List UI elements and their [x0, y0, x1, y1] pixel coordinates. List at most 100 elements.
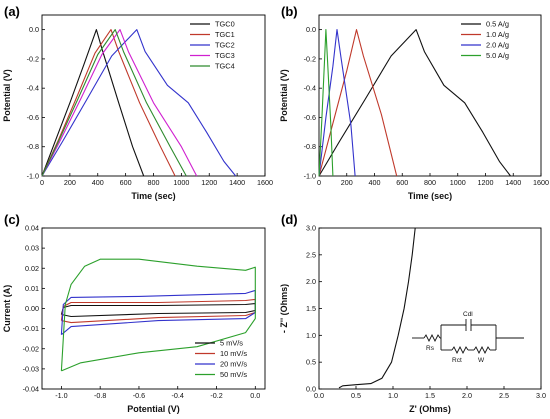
x-tick-label: 3.0 — [536, 391, 546, 400]
plot-frame — [41, 14, 266, 177]
x-tick-label: -0.2 — [210, 391, 222, 400]
legend-entry: 2.0 A/g — [486, 41, 509, 50]
series-line-0 — [338, 227, 416, 389]
y-tick-label: 2.5 — [306, 250, 316, 259]
y-tick-label: 0.0 — [29, 25, 39, 34]
resistor-rs — [423, 333, 441, 343]
y-axis-label: Current (A) — [2, 285, 12, 333]
x-axis-label: Z' (Ohms) — [409, 404, 451, 414]
x-tick-label: -0.4 — [172, 391, 184, 400]
y-axis-label: - Z'' (Ohms) — [279, 284, 289, 333]
y-tick-label: -0.03 — [23, 364, 39, 373]
y-tick-label: 0.01 — [25, 284, 39, 293]
resistor-rct — [451, 345, 469, 355]
x-tick-label: 2.0 — [462, 391, 472, 400]
x-tick-label: 1400 — [505, 178, 521, 187]
y-tick-label: 1.0 — [306, 331, 316, 340]
panel-label: (a) — [4, 4, 20, 19]
y-tick-label: -0.8 — [304, 142, 316, 151]
panel-a: (a) 0 200 400 600 800 1000 1200 1400 1600 -1.0 -0.8… — [2, 4, 273, 201]
x-tick-label: 600 — [120, 178, 132, 187]
panel-c: (c) -1.0 -0.8 -0.6 -0.4 -0.2 0.0 -0.04 -0.03 -0.0… — [2, 212, 266, 414]
series-line-0 — [41, 29, 145, 177]
x-tick-label: 0.0 — [250, 391, 260, 400]
series-line-0 — [60, 302, 256, 318]
y-tick-label: -0.2 — [27, 54, 39, 63]
y-tick-label: -0.2 — [304, 54, 316, 63]
y-tick-label: 0.00 — [25, 304, 39, 313]
x-tick-label: 400 — [369, 178, 381, 187]
x-tick-label: 1600 — [533, 178, 549, 187]
x-tick-label: 1.0 — [388, 391, 398, 400]
y-tick-label: 0.04 — [25, 224, 39, 233]
y-tick-label: -0.04 — [23, 385, 39, 394]
legend: 0.5 A/g1.0 A/g 2.0 A/g5.0 A/g — [461, 20, 509, 60]
x-tick-label: 1000 — [450, 178, 466, 187]
panel-label: (c) — [4, 212, 20, 227]
label-w: W — [478, 357, 485, 364]
x-tick-label: 400 — [92, 178, 104, 187]
x-tick-label: 0 — [317, 178, 321, 187]
y-tick-label: -0.4 — [304, 84, 316, 93]
legend-entry: TGC4 — [215, 62, 235, 71]
legend-entry: 5 mV/s — [220, 339, 243, 348]
legend-entry: 5.0 A/g — [486, 51, 509, 60]
series-line-2 — [41, 29, 237, 177]
y-tick-label: 2.0 — [306, 277, 316, 286]
x-tick-label: -0.8 — [94, 391, 106, 400]
x-axis-label: Potential (V) — [127, 404, 180, 414]
y-tick-label: -1.0 — [304, 172, 316, 181]
x-tick-label: 800 — [148, 178, 160, 187]
x-tick-label: 1.5 — [425, 391, 435, 400]
panel-label: (b) — [281, 4, 298, 19]
x-axis-label: Time (sec) — [131, 191, 175, 201]
y-tick-label: -0.02 — [23, 344, 39, 353]
x-tick-label: 200 — [64, 178, 76, 187]
series-line-4 — [41, 29, 187, 177]
y-tick-label: 1.5 — [306, 304, 316, 313]
series-line-3 — [318, 29, 334, 177]
x-tick-label: 1200 — [478, 178, 494, 187]
legend-entry: 20 mV/s — [220, 360, 247, 369]
series-line-1 — [318, 29, 398, 177]
y-tick-label: 0.0 — [306, 385, 316, 394]
legend-entry: TGC0 — [215, 20, 235, 29]
y-tick-label: -0.6 — [304, 113, 316, 122]
plot-frame — [318, 227, 542, 390]
x-tick-label: 0.0 — [314, 391, 324, 400]
legend-entry: TGC2 — [215, 41, 235, 50]
x-tick-label: 600 — [396, 178, 408, 187]
panel-d: (d) 0.0 0.5 1.0 1.5 2.0 2.5 3.0 0.0 0.5 1.0 1.5 2.0 2… — [279, 212, 546, 414]
legend: 5 mV/s10 mV/s 20 mV/s50 mV/s — [195, 339, 247, 379]
series-line-1 — [41, 29, 176, 177]
y-axis-label: Potential (V) — [279, 69, 289, 122]
circuit-diagram — [412, 319, 524, 355]
legend-entry: 10 mV/s — [220, 349, 247, 358]
y-axis-label: Potential (V) — [2, 69, 12, 122]
y-tick-label: -0.8 — [27, 142, 39, 151]
y-tick-label: 0.0 — [306, 25, 316, 34]
panel-b: (b) 0 200 400 600 800 1000 1200 1400 1600 -1.0 -0.8… — [279, 4, 549, 201]
series-line-0 — [318, 29, 511, 177]
panel-label: (d) — [281, 212, 298, 227]
legend-entry: 0.5 A/g — [486, 20, 509, 29]
x-tick-label: 1400 — [229, 178, 245, 187]
y-tick-label: 0.5 — [306, 358, 316, 367]
legend-entry: TGC3 — [215, 51, 235, 60]
x-tick-label: 0 — [40, 178, 44, 187]
x-tick-label: 0.5 — [351, 391, 361, 400]
x-tick-label: 1000 — [173, 178, 189, 187]
x-tick-label: -1.0 — [55, 391, 67, 400]
series-line-3 — [60, 258, 256, 372]
x-tick-label: 200 — [341, 178, 353, 187]
series-line-3 — [41, 29, 198, 177]
x-axis-label: Time (sec) — [408, 191, 452, 201]
x-tick-label: 2.5 — [499, 391, 509, 400]
y-tick-label: 3.0 — [306, 224, 316, 233]
legend-entry: TGC1 — [215, 30, 235, 39]
x-tick-label: 1600 — [257, 178, 273, 187]
y-tick-label: -0.01 — [23, 324, 39, 333]
y-tick-label: -1.0 — [27, 172, 39, 181]
